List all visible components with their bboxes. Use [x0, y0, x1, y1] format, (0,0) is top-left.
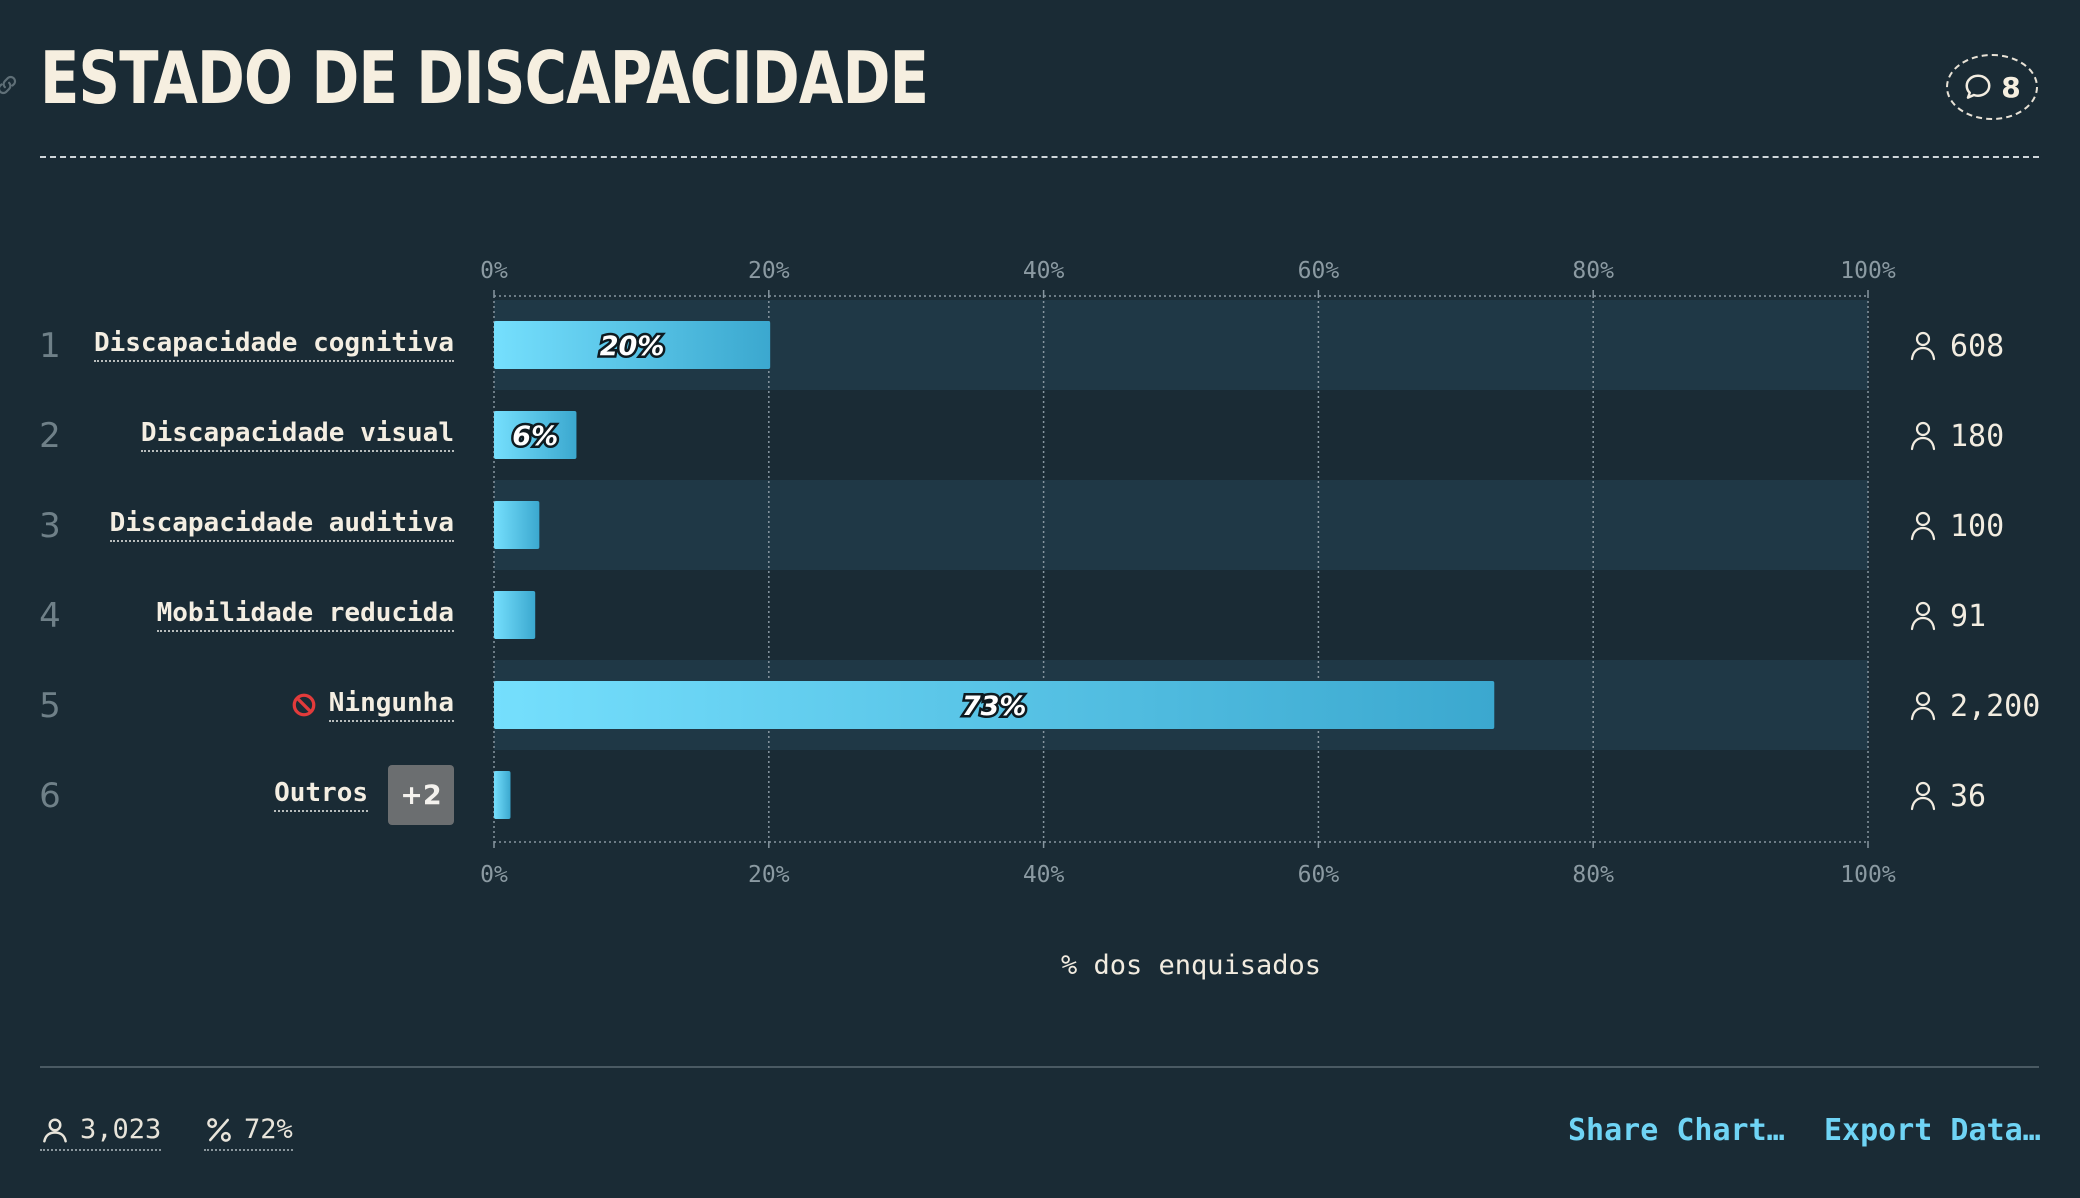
category-label-row: Discapacidade cognitiva	[93, 323, 454, 367]
x-tick-label-bottom: 0%	[480, 862, 508, 888]
category-label[interactable]: Mobilidade reducida	[156, 598, 454, 632]
x-tick-label-top: 100%	[1840, 258, 1896, 284]
respondents-stat[interactable]: 3,023	[40, 1114, 162, 1151]
bar	[494, 681, 1495, 729]
respondent-count: 608	[1950, 329, 2004, 364]
bar	[494, 591, 536, 639]
link-icon[interactable]	[0, 72, 20, 98]
bar	[494, 321, 771, 369]
category-label-row: Outros +2	[274, 765, 454, 825]
bar-chart: 0% 0% 20% 20% 40% 40% 60% 60% 80% 80% 100% 100% 1 20%…	[39, 258, 2040, 981]
category-label[interactable]: Discapacidade visual	[140, 418, 454, 452]
bar	[494, 501, 540, 549]
bar-value-label: 20%	[600, 331, 665, 362]
percent-stat[interactable]: 72%	[204, 1114, 293, 1151]
bar	[494, 411, 577, 459]
respondents-value: 3,023	[80, 1114, 162, 1145]
footer-divider	[40, 1066, 2039, 1068]
bar-value-label: 6%	[512, 421, 558, 452]
person-icon	[1910, 781, 1936, 811]
person-icon	[1910, 601, 1936, 631]
category-label[interactable]: Ningunha	[328, 688, 454, 722]
row-rank: 1	[39, 326, 61, 366]
respondent-count: 91	[1950, 599, 1986, 634]
x-axis-label: % dos enquisados	[1061, 950, 1321, 981]
category-label-row: Mobilidade reducida	[156, 593, 454, 637]
row-rank: 2	[39, 416, 61, 456]
category-label-row: Discapacidade visual	[140, 413, 454, 457]
person-icon	[1910, 691, 1936, 721]
x-tick-label-bottom: 60%	[1298, 862, 1340, 888]
respondent-count: 36	[1950, 779, 1986, 814]
page-title: ESTADO DE DISCAPACIDADE	[40, 36, 929, 120]
category-label[interactable]: Discapacidade auditiva	[109, 508, 454, 542]
row-rank: 3	[39, 506, 61, 546]
more-categories-badge[interactable]: +2	[388, 765, 454, 825]
row-rank: 6	[39, 776, 61, 816]
x-tick-label-bottom: 40%	[1023, 862, 1065, 888]
row-rank: 4	[39, 596, 61, 636]
category-label[interactable]: Discapacidade cognitiva	[93, 328, 454, 362]
percent-value: 72%	[244, 1114, 293, 1145]
x-tick-label-bottom: 100%	[1840, 862, 1896, 888]
person-icon	[43, 1118, 67, 1142]
respondent-count: 2,200	[1950, 689, 2040, 724]
export-data-button[interactable]: Export Data…	[1824, 1113, 2041, 1148]
row-rank: 5	[39, 686, 61, 726]
x-tick-label-top: 60%	[1298, 258, 1340, 284]
category-label[interactable]: Outros	[274, 778, 368, 812]
x-tick-label-top: 80%	[1572, 258, 1614, 284]
comment-icon	[1965, 74, 1991, 99]
row-band	[494, 480, 1868, 570]
x-tick-label-top: 40%	[1023, 258, 1065, 284]
person-icon	[1910, 421, 1936, 451]
x-tick-label-top: 20%	[748, 258, 790, 284]
comment-count: 8	[2001, 70, 2021, 104]
respondent-count: 180	[1950, 419, 2004, 454]
respondent-count: 100	[1950, 509, 2004, 544]
prohibited-icon	[292, 693, 316, 717]
x-tick-label-bottom: 20%	[748, 862, 790, 888]
person-icon	[1910, 511, 1936, 541]
category-label-row: Discapacidade auditiva	[109, 503, 454, 547]
comments-button[interactable]: 8	[1946, 54, 2038, 120]
percent-icon	[207, 1117, 231, 1142]
title-divider	[40, 156, 2039, 158]
category-label-row: Ningunha	[291, 683, 454, 727]
bar	[494, 771, 511, 819]
x-tick-label-bottom: 80%	[1572, 862, 1614, 888]
x-tick-label-top: 0%	[480, 258, 508, 284]
bar-value-label: 73%	[962, 691, 1027, 722]
share-chart-button[interactable]: Share Chart…	[1568, 1113, 1785, 1148]
person-icon	[1910, 331, 1936, 361]
